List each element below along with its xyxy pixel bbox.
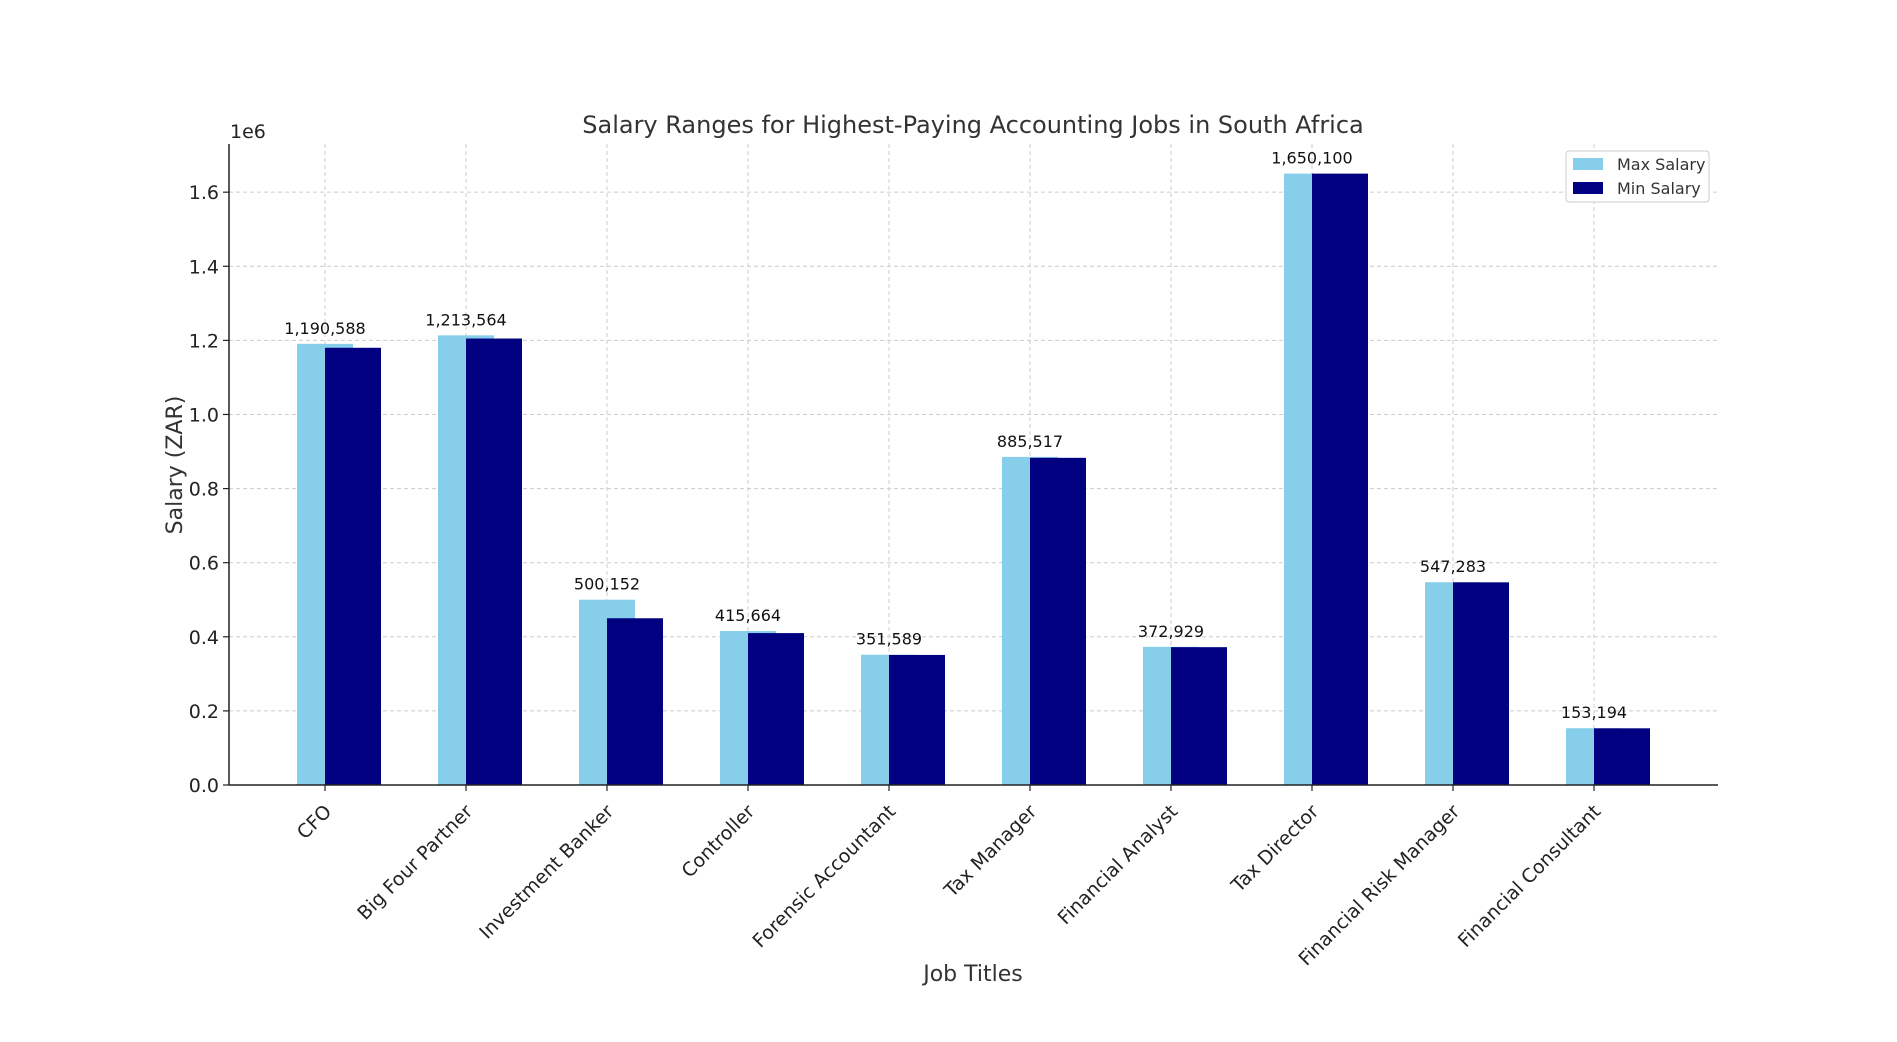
bar-min-salary [1171, 647, 1227, 785]
x-tick-label: Tax Director [1226, 800, 1323, 897]
x-tick-label: Tax Manager [940, 800, 1042, 902]
y-tick-label: 0.8 [189, 479, 219, 501]
chart-title: Salary Ranges for Highest-Paying Account… [582, 111, 1364, 139]
y-ticks: 0.0 0.2 0.4 0.6 0.8 1.0 1.2 1.4 1.6 [189, 182, 229, 797]
bar-min-salary [1594, 728, 1650, 785]
x-tick-label: Financial Risk Manager [1294, 800, 1464, 970]
legend-swatch-min-salary [1573, 182, 1603, 194]
bars [297, 173, 1650, 786]
data-label-max-salary: 1,190,588 [284, 319, 365, 338]
data-label-max-salary: 547,283 [1420, 557, 1486, 576]
bar-min-salary [889, 654, 945, 785]
y-tick-label: 0.4 [189, 627, 219, 649]
y-tick-label: 0.0 [189, 775, 219, 797]
y-tick-label: 1.2 [189, 330, 219, 352]
legend-swatch-max-salary [1573, 158, 1603, 170]
bar-min-salary [466, 338, 522, 785]
data-label-max-salary: 1,650,100 [1271, 149, 1352, 168]
bar-min-salary [1453, 582, 1509, 785]
data-label-max-salary: 415,664 [715, 606, 781, 625]
bar-min-salary [607, 618, 663, 785]
bar-min-salary [1030, 457, 1086, 785]
axes [228, 144, 1718, 786]
y-tick-label: 0.6 [189, 553, 219, 575]
x-tick-label: Investment Banker [475, 800, 618, 943]
x-axis-label: Job Titles [921, 962, 1023, 987]
bar-min-salary [1312, 173, 1368, 786]
x-tick-label: CFO [293, 801, 336, 844]
data-label-max-salary: 153,194 [1561, 703, 1627, 722]
y-tick-label: 0.2 [189, 701, 219, 723]
x-tick-label: Big Four Partner [353, 800, 477, 924]
x-tick-label: Financial Consultant [1454, 801, 1605, 952]
x-tick-label: Forensic Accountant [748, 801, 900, 953]
data-label-max-salary: 372,929 [1138, 622, 1204, 641]
y-tick-label: 1.4 [189, 256, 219, 278]
data-label-max-salary: 1,213,564 [425, 310, 506, 329]
x-tick-label: Controller [677, 800, 759, 882]
data-labels: 1,190,588 1,213,564 500,152 415,664 351,589 8… [284, 149, 1627, 723]
y-axis-offset-text: 1e6 [230, 121, 266, 143]
legend-label-min-salary: Min Salary [1617, 179, 1701, 198]
y-tick-label: 1.0 [189, 404, 219, 426]
x-tick-label: Financial Analyst [1054, 801, 1183, 930]
y-axis-label: Salary (ZAR) [163, 396, 188, 535]
bar-min-salary [748, 633, 804, 785]
legend: Max Salary Min Salary [1565, 150, 1710, 203]
data-label-max-salary: 885,517 [997, 432, 1063, 451]
data-label-max-salary: 500,152 [574, 575, 640, 594]
data-label-max-salary: 351,589 [856, 630, 922, 649]
legend-label-max-salary: Max Salary [1617, 155, 1705, 174]
bar-min-salary [325, 347, 381, 785]
y-tick-label: 1.6 [189, 182, 219, 204]
